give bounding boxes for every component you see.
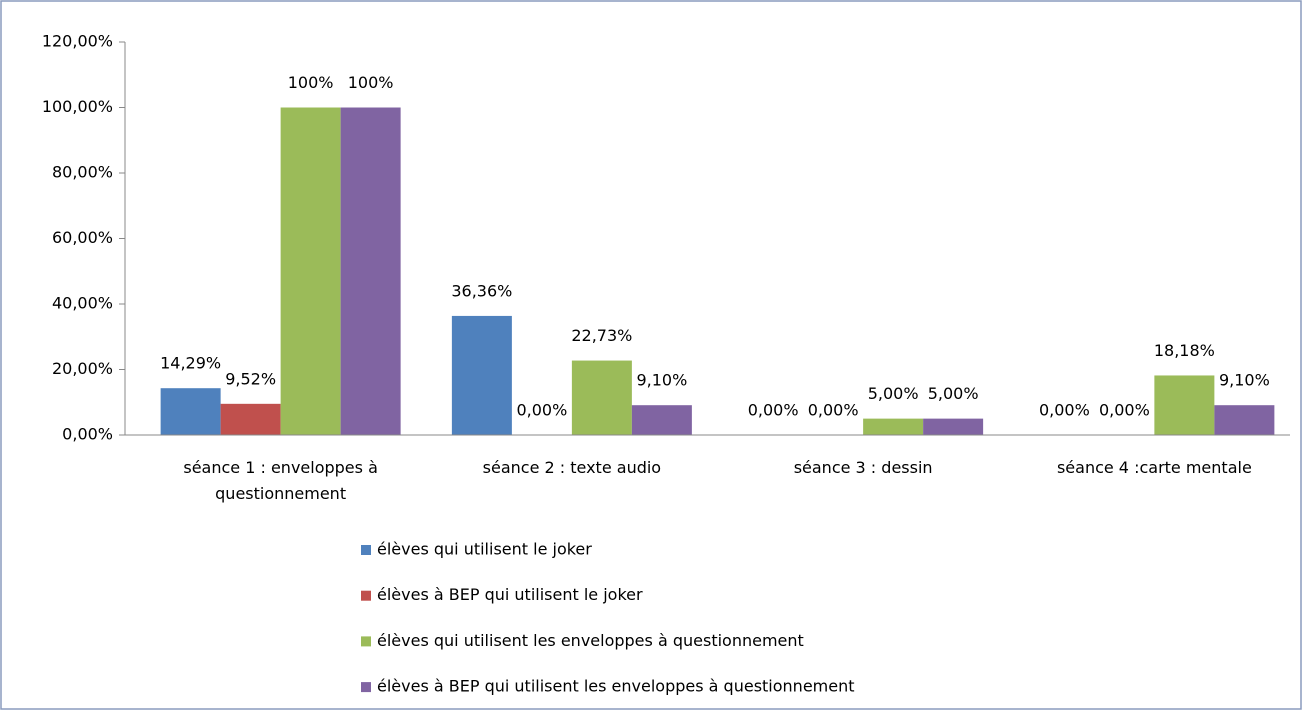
- legend-swatch: [361, 682, 371, 693]
- data-label: 100%: [288, 73, 334, 92]
- bar: [571, 360, 632, 435]
- y-tick-label: 40,00%: [52, 294, 113, 313]
- data-label: 9,52%: [225, 369, 276, 388]
- bar: [451, 315, 512, 435]
- data-label: 18,18%: [1154, 341, 1215, 360]
- bar: [863, 418, 924, 435]
- y-tick-label: 0,00%: [62, 425, 113, 444]
- bar: [340, 107, 401, 435]
- data-label: 9,10%: [1219, 371, 1270, 390]
- bar: [160, 388, 221, 435]
- data-label: 0,00%: [1039, 401, 1090, 420]
- y-tick-label: 120,00%: [42, 32, 113, 51]
- data-label: 9,10%: [636, 371, 687, 390]
- legend-label: élèves qui utilisent le joker: [377, 540, 592, 559]
- x-tick-label: séance 2 : texte audio: [482, 458, 662, 477]
- y-tick-label: 20,00%: [52, 359, 113, 378]
- data-label: 5,00%: [868, 384, 919, 403]
- data-label: 100%: [348, 73, 394, 92]
- data-label: 22,73%: [571, 326, 632, 345]
- legend-swatch: [361, 636, 371, 647]
- x-tick-label: séance 3 : dessin: [793, 458, 933, 477]
- legend-swatch: [361, 545, 371, 555]
- bar: [220, 403, 281, 435]
- data-label: 0,00%: [808, 401, 859, 420]
- x-tick-label: séance 4 :carte mentale: [1056, 458, 1252, 477]
- y-tick-label: 100,00%: [42, 97, 113, 116]
- legend-swatch: [361, 590, 371, 601]
- x-tick-label: séance 1 : enveloppes à questionnement: [183, 458, 378, 503]
- bar: [280, 107, 341, 435]
- y-tick-label: 80,00%: [52, 163, 113, 182]
- legend-label: élèves à BEP qui utilisent les enveloppe…: [377, 677, 855, 696]
- y-tick-label: 60,00%: [52, 228, 113, 247]
- legend-label: élèves qui utilisent les enveloppes à qu…: [377, 631, 804, 650]
- bar: [923, 418, 984, 435]
- bar: [1154, 375, 1215, 435]
- legend-label: élèves à BEP qui utilisent le joker: [377, 585, 643, 604]
- data-label: 0,00%: [516, 401, 567, 420]
- data-label: 5,00%: [928, 384, 979, 403]
- data-label: 0,00%: [1099, 401, 1150, 420]
- data-label: 36,36%: [451, 281, 512, 300]
- data-label: 14,29%: [160, 354, 221, 373]
- bar: [1214, 405, 1275, 435]
- data-label: 0,00%: [748, 401, 799, 420]
- bar: [631, 405, 692, 435]
